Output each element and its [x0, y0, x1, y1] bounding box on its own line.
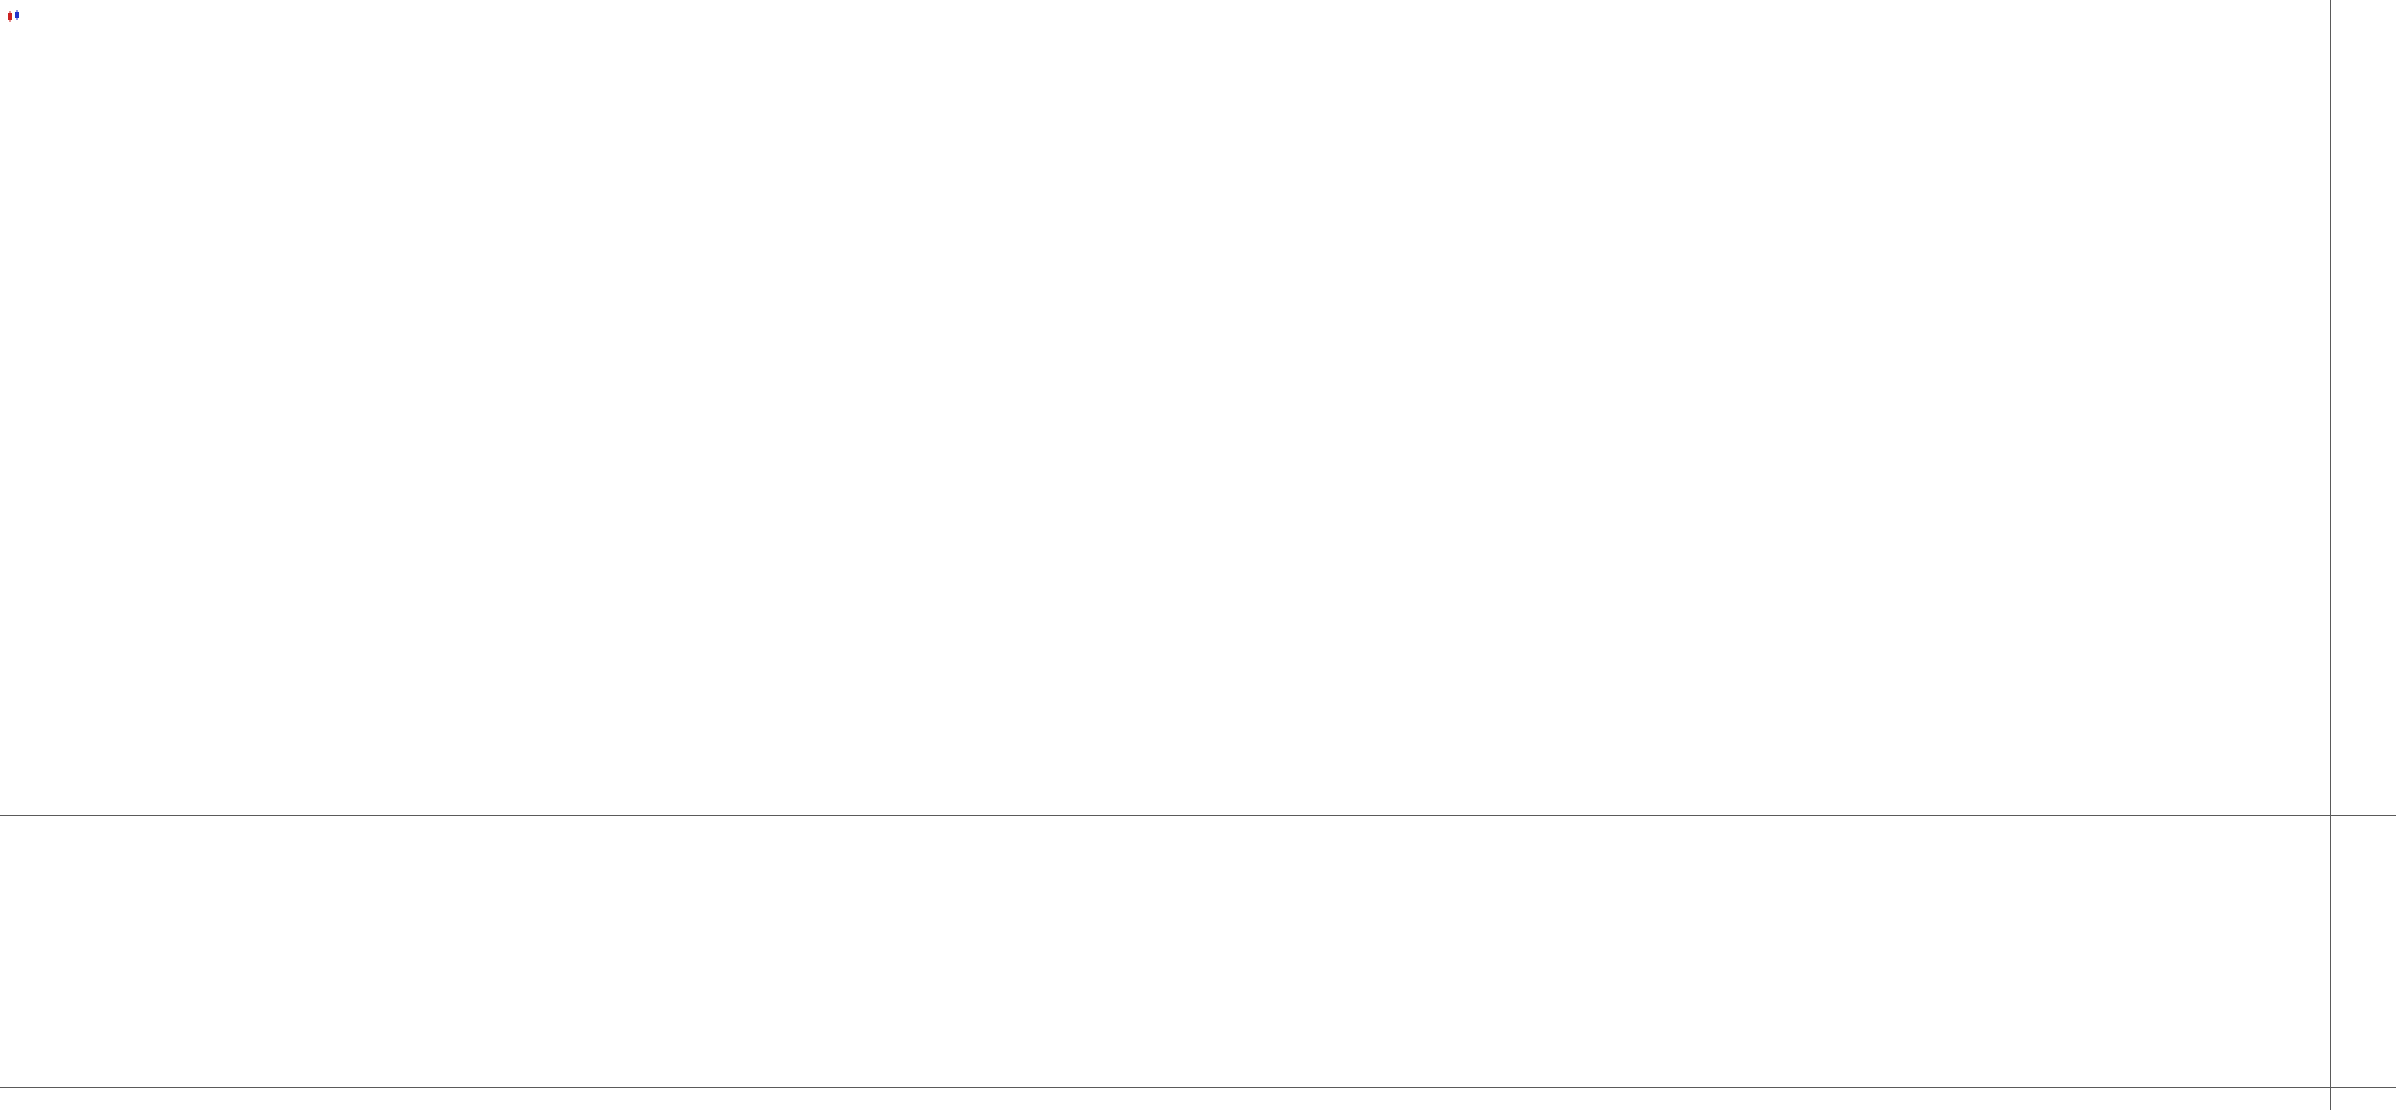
panel-separator-bottom	[0, 1087, 2396, 1088]
panel-separator-top[interactable]	[0, 815, 2396, 816]
symbol-icon	[7, 9, 21, 28]
price-axis-separator	[2330, 0, 2331, 1110]
